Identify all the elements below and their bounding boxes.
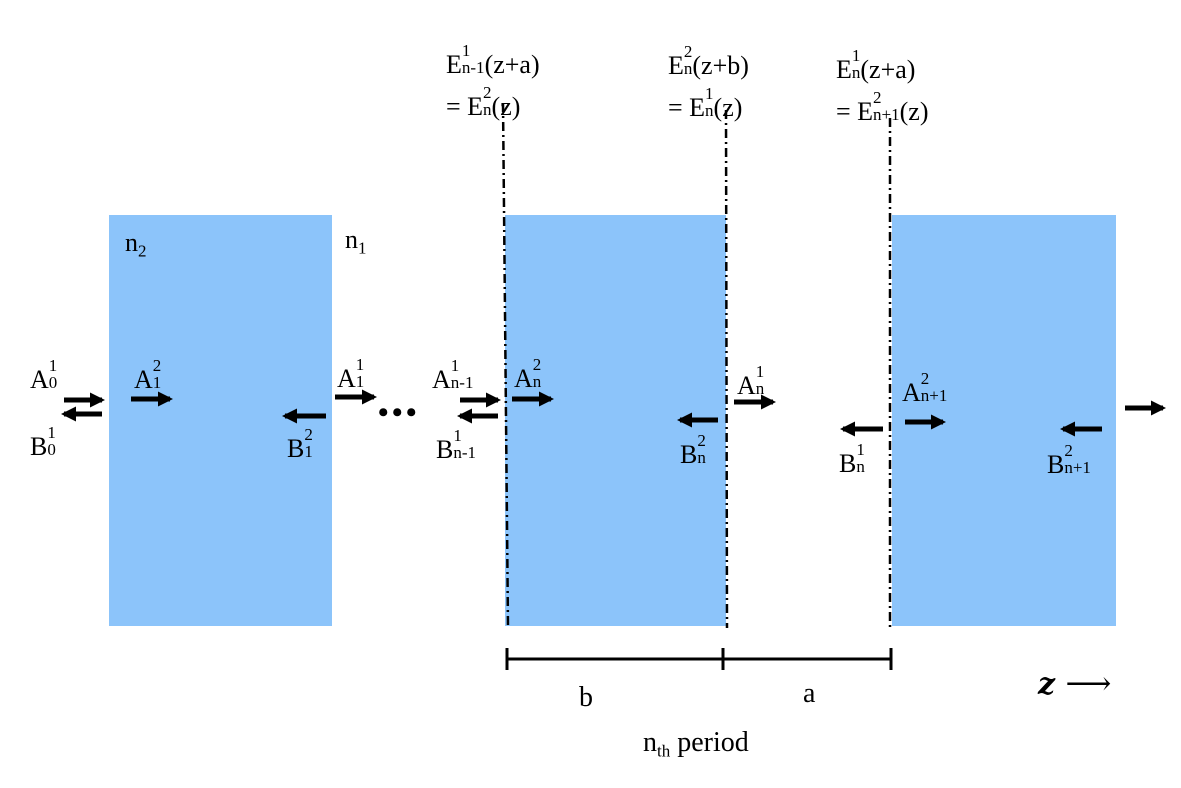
amp-A2-n-plus-1: A 2 n+1	[902, 369, 948, 407]
boundary-label-left: E 1 n-1 (z+a) = E 2 n (z)	[446, 41, 540, 121]
boundary-line-middle	[724, 109, 729, 629]
z-axis-label: z ⟶	[1038, 664, 1112, 702]
amp-B2-n-plus-1: B 2 n+1	[1047, 441, 1091, 479]
layer-1	[109, 215, 332, 626]
ellipsis: • • •	[378, 396, 416, 429]
period-dimension-bar	[505, 648, 893, 670]
boundary-label-right: E 1 n (z+a) = E 2 n+1 (z)	[836, 46, 929, 126]
dimension-a-label: a	[803, 678, 816, 709]
dimension-b-label: b	[579, 682, 593, 713]
boundary-line-left	[501, 102, 510, 629]
boundary-label-middle: E 2 n (z+b) = E 1 n (z)	[668, 42, 749, 122]
refractive-index-n1: n1	[345, 225, 367, 258]
period-label: nth period	[643, 727, 749, 761]
amp-A1-n-1: A 1 n-1	[432, 356, 474, 394]
amp-B1-n-1: B 1 n-1	[436, 426, 477, 464]
refractive-index-n2: n2	[125, 228, 147, 261]
arrow-right-icon: ⟶	[1065, 664, 1112, 702]
